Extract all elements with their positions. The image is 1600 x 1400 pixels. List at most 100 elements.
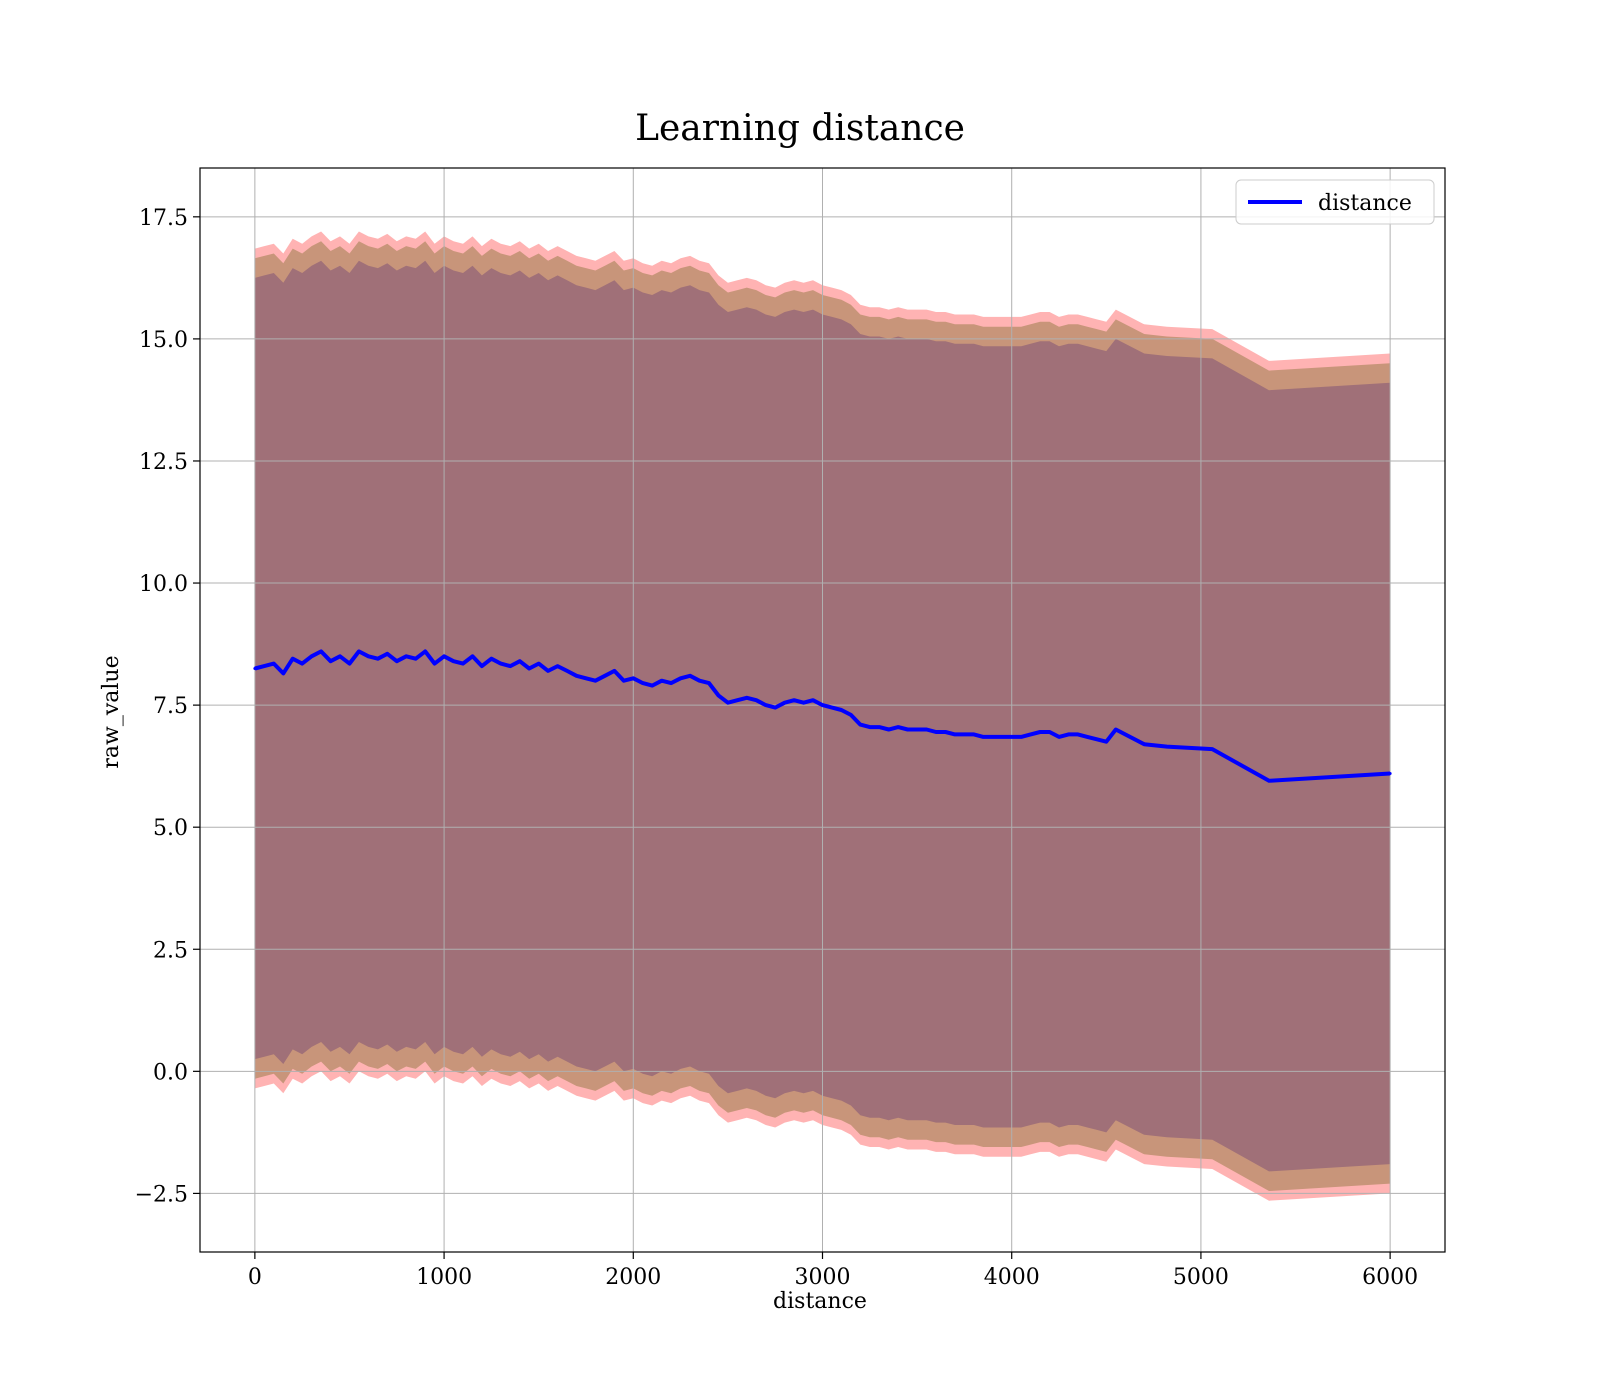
data-point xyxy=(764,703,768,707)
data-point xyxy=(433,662,437,666)
data-point xyxy=(404,654,408,658)
data-point xyxy=(735,698,739,702)
y-tick-label: 10.0 xyxy=(139,572,188,597)
data-point xyxy=(281,671,285,675)
x-axis-label: distance xyxy=(773,1289,867,1314)
data-point xyxy=(1029,732,1033,736)
data-point xyxy=(839,708,843,712)
data-point xyxy=(603,674,607,678)
data-point xyxy=(802,701,806,705)
data-point xyxy=(395,659,399,663)
data-point xyxy=(366,654,370,658)
data-point xyxy=(347,662,351,666)
y-tick-label: 12.5 xyxy=(139,450,188,475)
data-point xyxy=(461,662,465,666)
y-tick-label: 0.0 xyxy=(153,1060,188,1085)
data-point xyxy=(981,735,985,739)
data-point xyxy=(858,723,862,727)
data-point xyxy=(1019,735,1023,739)
chart-title: Learning distance xyxy=(635,108,965,149)
data-point xyxy=(537,662,541,666)
data-point xyxy=(849,713,853,717)
data-point xyxy=(1076,732,1080,736)
data-point xyxy=(338,654,342,658)
data-point xyxy=(357,649,361,653)
data-point xyxy=(716,693,720,697)
data-point xyxy=(527,666,531,670)
data-point xyxy=(546,669,550,673)
data-point xyxy=(593,679,597,683)
data-point xyxy=(773,706,777,710)
data-point xyxy=(470,654,474,658)
data-point xyxy=(631,676,635,680)
data-point xyxy=(934,730,938,734)
legend: distance xyxy=(1235,179,1435,225)
y-tick-label: 7.5 xyxy=(153,694,188,719)
data-point xyxy=(896,725,900,729)
x-tick-label: 6000 xyxy=(1362,1265,1418,1290)
x-tick-label: 4000 xyxy=(984,1265,1040,1290)
plot-area: 0 1000 2000 3000 4000 5000 6000 −2.5 0.0 2.5 5.0 7.… xyxy=(135,167,1446,1290)
data-point xyxy=(499,662,503,666)
y-axis-label: raw_value xyxy=(99,655,124,768)
x-tick-label: 1000 xyxy=(416,1265,472,1290)
data-point xyxy=(518,659,522,663)
data-point xyxy=(1048,730,1052,734)
data-point xyxy=(1388,771,1392,775)
data-point xyxy=(1165,745,1169,749)
data-point xyxy=(329,659,333,663)
data-point xyxy=(319,649,323,653)
data-point xyxy=(887,728,891,732)
data-point xyxy=(385,652,389,656)
y-tick-label: 17.5 xyxy=(139,206,188,231)
data-point xyxy=(1010,735,1014,739)
legend-box xyxy=(1235,179,1435,225)
data-point xyxy=(442,654,446,658)
data-point xyxy=(792,698,796,702)
data-point xyxy=(480,664,484,668)
data-point xyxy=(641,681,645,685)
data-point xyxy=(253,666,257,670)
y-tick-label: 5.0 xyxy=(153,816,188,841)
data-point xyxy=(452,659,456,663)
data-point xyxy=(868,725,872,729)
y-tick-label: 2.5 xyxy=(153,938,188,963)
data-point xyxy=(1095,737,1099,741)
data-point xyxy=(877,725,881,729)
data-point xyxy=(962,732,966,736)
data-point xyxy=(906,728,910,732)
data-point xyxy=(783,701,787,705)
data-point xyxy=(1000,735,1004,739)
data-point xyxy=(650,684,654,688)
data-point xyxy=(1085,735,1089,739)
data-point xyxy=(688,674,692,678)
data-point xyxy=(943,730,947,734)
data-point xyxy=(1142,742,1146,746)
data-point xyxy=(669,681,673,685)
data-point xyxy=(745,696,749,700)
data-point xyxy=(660,679,664,683)
y-tick-label: −2.5 xyxy=(135,1182,188,1207)
data-point xyxy=(489,657,493,661)
data-point xyxy=(1210,747,1214,751)
data-point xyxy=(1114,728,1118,732)
x-tick-label: 3000 xyxy=(795,1265,851,1290)
data-point xyxy=(925,728,929,732)
data-point xyxy=(953,732,957,736)
x-tick-label: 2000 xyxy=(605,1265,661,1290)
data-point xyxy=(972,732,976,736)
y-tick-label: 15.0 xyxy=(139,328,188,353)
legend-label-distance: distance xyxy=(1318,191,1412,216)
data-point xyxy=(1104,740,1108,744)
data-point xyxy=(272,662,276,666)
data-point xyxy=(698,679,702,683)
data-point xyxy=(300,662,304,666)
data-point xyxy=(679,676,683,680)
data-point xyxy=(726,701,730,705)
data-point xyxy=(754,698,758,702)
data-point xyxy=(707,681,711,685)
data-point xyxy=(414,657,418,661)
data-point xyxy=(991,735,995,739)
data-point xyxy=(575,674,579,678)
